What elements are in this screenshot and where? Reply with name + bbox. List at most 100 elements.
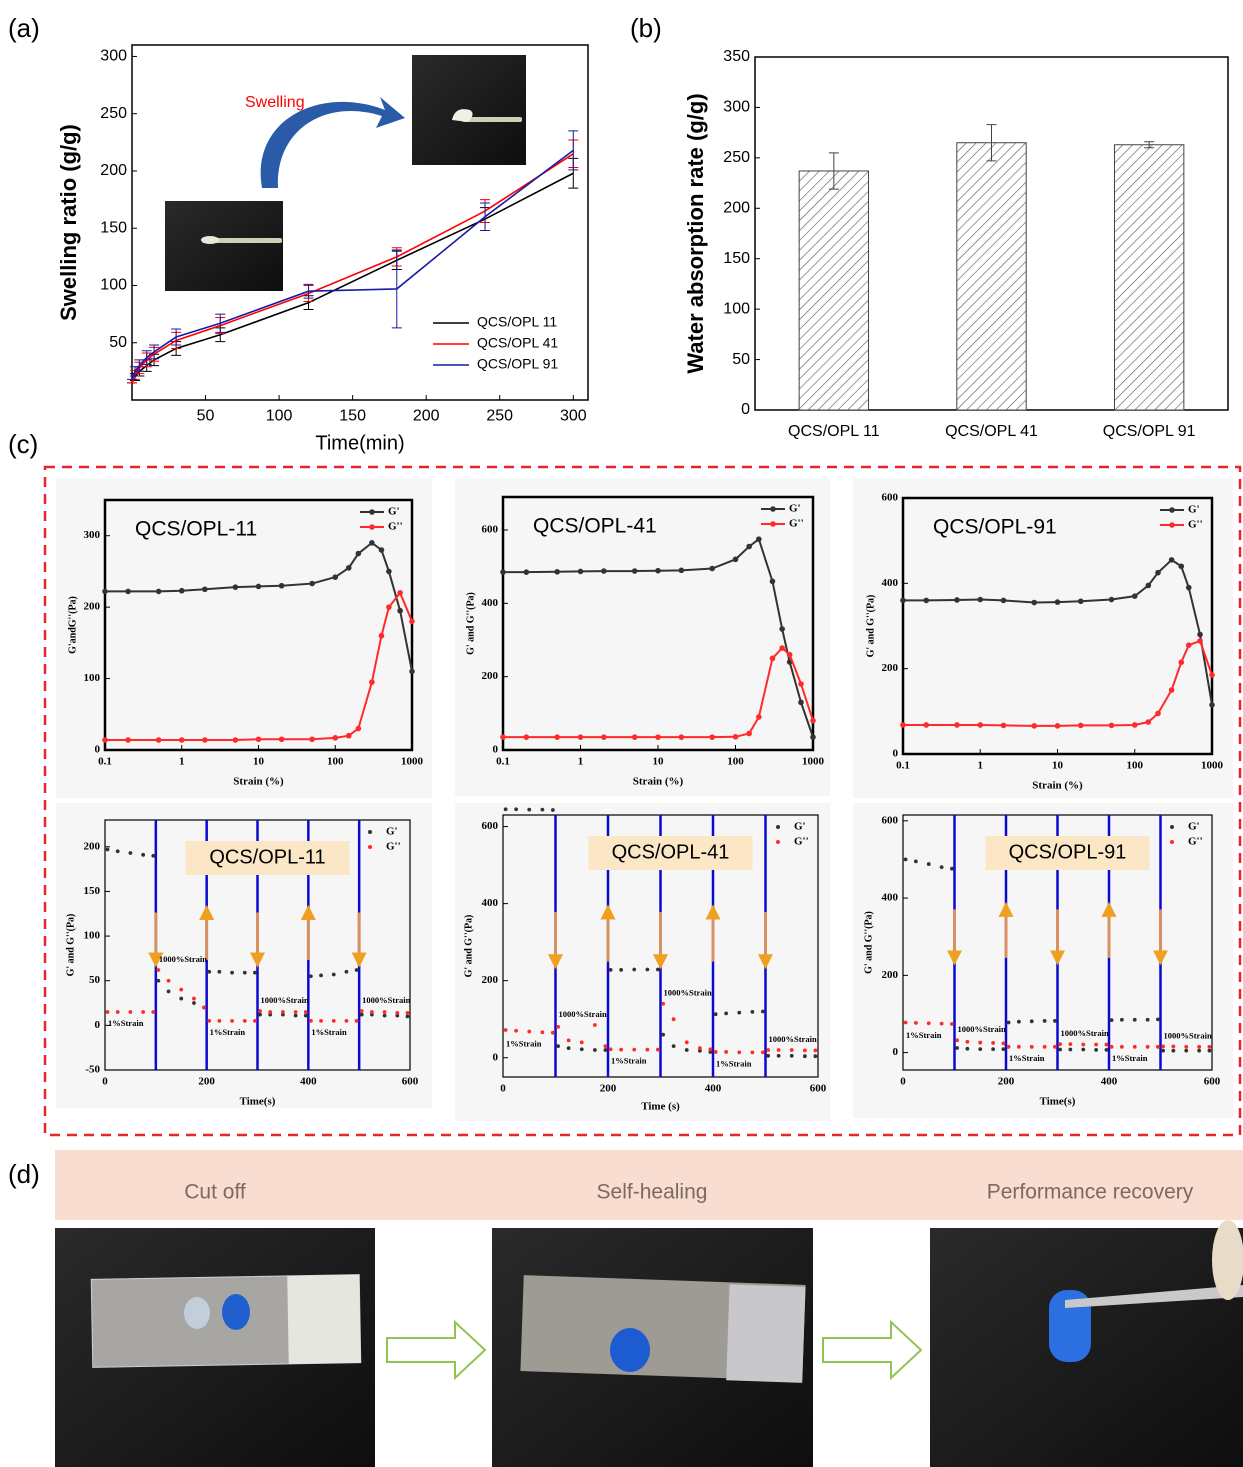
data-point	[1168, 687, 1175, 693]
legend-swatch	[368, 845, 372, 849]
y-tick-label: 600	[882, 814, 899, 826]
data-point	[293, 1013, 298, 1018]
data-point	[503, 1028, 508, 1032]
y-tick-label: 400	[882, 577, 899, 589]
data-point	[1001, 1047, 1006, 1052]
legend-swatch	[369, 509, 375, 515]
data-point	[577, 568, 584, 575]
data-point	[1161, 1048, 1165, 1053]
panel-label: (d)	[8, 1159, 40, 1189]
data-point	[592, 1048, 597, 1052]
data-point	[125, 737, 131, 743]
data-point	[798, 699, 804, 706]
data-point	[1168, 557, 1175, 563]
data-point	[166, 989, 171, 994]
data-point	[760, 1050, 765, 1055]
data-point	[678, 734, 685, 740]
data-point	[1131, 722, 1138, 728]
y-tick-label: 0	[95, 744, 101, 756]
data-point	[1132, 1044, 1137, 1049]
y-tick-label: 0	[893, 748, 899, 760]
x-tick-label: 100	[1127, 759, 1144, 771]
data-point	[789, 1053, 794, 1058]
x-tick-label: 10	[653, 755, 665, 767]
data-point	[500, 734, 506, 740]
x-tick-label: QCS/OPL 91	[1103, 423, 1196, 440]
error-bar	[480, 202, 491, 232]
data-point	[1081, 1042, 1086, 1047]
data-point	[354, 968, 359, 972]
group-frame	[43, 465, 1242, 1137]
data-point	[1108, 722, 1115, 729]
data-point	[378, 632, 385, 639]
data-point	[369, 1012, 374, 1017]
data-point	[386, 568, 392, 575]
data-point	[939, 865, 944, 870]
data-point	[308, 1018, 313, 1023]
data-point	[1104, 1048, 1109, 1052]
data-point	[655, 1047, 660, 1052]
legend-label: G'	[794, 821, 806, 833]
data-point	[355, 725, 362, 732]
error-bar	[303, 283, 314, 299]
data-point	[253, 970, 257, 975]
strain-label: 1%Strain	[1112, 1053, 1148, 1063]
data-point	[268, 1012, 273, 1017]
x-axis-label: Strain (%)	[633, 776, 684, 788]
strain-label: 1000%Strain	[769, 1034, 817, 1044]
data-point	[1145, 582, 1152, 589]
y-tick-label: 0	[893, 1046, 899, 1058]
data-point	[756, 536, 762, 542]
data-point	[179, 996, 184, 1001]
data-point	[550, 808, 555, 812]
data-point	[331, 1018, 336, 1023]
data-point	[217, 1018, 222, 1023]
x-tick-label: QCS/OPL 11	[788, 423, 880, 440]
data-point	[207, 1018, 212, 1023]
panel-label: (a)	[8, 13, 40, 43]
data-point	[344, 969, 349, 974]
data-point	[810, 734, 816, 740]
data-point	[750, 1050, 755, 1055]
data-point	[1053, 1019, 1057, 1023]
data-point	[540, 807, 545, 812]
data-point	[550, 1030, 555, 1035]
data-point	[1006, 1044, 1011, 1049]
y-tick-label: 200	[482, 974, 499, 986]
data-point	[319, 1018, 323, 1023]
data-point	[1197, 1044, 1202, 1049]
x-tick-label: 1000	[802, 755, 825, 767]
data-point	[1001, 1041, 1006, 1046]
data-point	[913, 859, 918, 864]
x-tick-label: 400	[1101, 1075, 1118, 1087]
data-point	[115, 1010, 120, 1014]
y-tick-label: 200	[100, 162, 127, 179]
data-point	[230, 970, 234, 975]
data-point	[903, 1020, 908, 1025]
data-point	[1156, 1044, 1160, 1049]
legend-label: QCS/OPL 41	[477, 335, 558, 351]
data-point	[178, 737, 185, 743]
data-point	[769, 578, 776, 585]
step-band	[55, 1150, 1243, 1220]
data-point	[769, 655, 776, 662]
data-point	[1185, 642, 1192, 648]
data-point	[1029, 1019, 1034, 1024]
y-axis-label: G' and G''(Pa)	[465, 592, 476, 655]
data-point	[631, 568, 638, 574]
data-point	[128, 1010, 133, 1014]
y-tick-label: 250	[100, 105, 127, 122]
data-point	[125, 588, 131, 595]
data-point	[141, 852, 146, 857]
data-point	[378, 547, 385, 553]
y-tick-label: 0	[493, 1051, 499, 1063]
data-point	[1094, 1048, 1099, 1052]
data-point	[713, 1012, 718, 1017]
y-tick-label: 350	[723, 48, 750, 65]
photo	[930, 1220, 1243, 1467]
data-point	[601, 568, 607, 574]
data-point	[776, 1048, 781, 1052]
y-tick-label: 200	[723, 200, 750, 217]
data-point	[737, 1050, 742, 1055]
